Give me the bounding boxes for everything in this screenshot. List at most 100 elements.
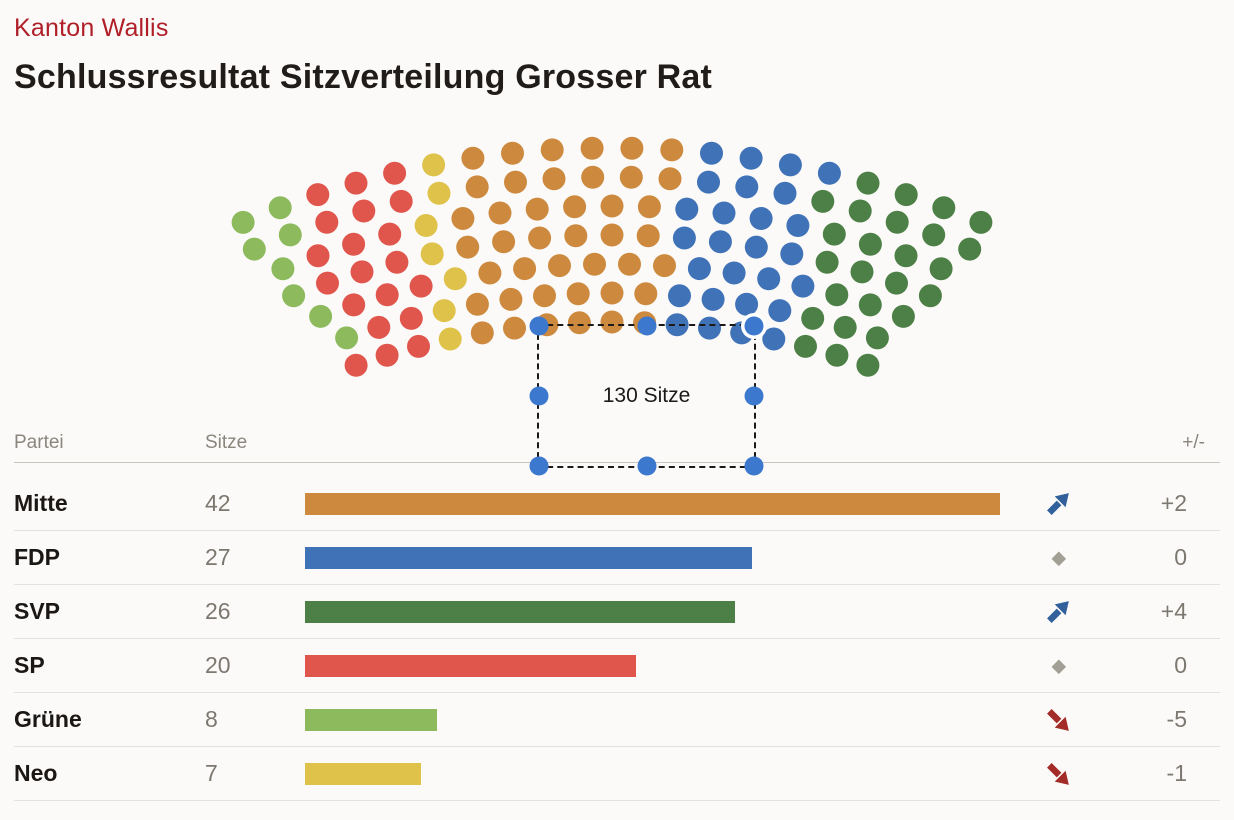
seat-dot[interactable] — [856, 171, 880, 195]
seat-dot[interactable] — [773, 181, 797, 205]
seat-dot[interactable] — [465, 175, 489, 199]
seat-dot[interactable] — [801, 306, 825, 330]
seat-dot[interactable] — [335, 326, 359, 350]
seat-dot[interactable] — [427, 181, 451, 205]
seat-dot[interactable] — [672, 226, 696, 250]
seat-dot[interactable] — [407, 334, 430, 358]
seat-dot[interactable] — [636, 224, 660, 248]
seat-dot[interactable] — [811, 189, 835, 213]
seat-dot[interactable] — [542, 167, 566, 191]
seat-dot[interactable] — [600, 310, 624, 334]
seat-dot[interactable] — [634, 282, 658, 306]
seat-dot[interactable] — [414, 214, 438, 237]
seat-dot[interactable] — [342, 232, 366, 256]
seat-dot[interactable] — [461, 146, 485, 170]
seat-dot[interactable] — [581, 165, 605, 189]
seat-dot[interactable] — [637, 195, 661, 219]
seat-dot[interactable] — [375, 283, 399, 307]
seat-dot[interactable] — [409, 274, 433, 298]
seat-dot[interactable] — [315, 210, 339, 234]
seat-dot[interactable] — [858, 293, 882, 317]
seat-dot[interactable] — [451, 207, 475, 230]
seat-dot[interactable] — [242, 237, 266, 261]
seat-dot[interactable] — [488, 201, 512, 225]
seat-dot[interactable] — [478, 261, 502, 285]
seat-dot[interactable] — [833, 315, 857, 339]
seat-dot[interactable] — [929, 257, 953, 281]
selection-handle-se[interactable] — [744, 456, 764, 476]
seat-dot[interactable] — [378, 222, 402, 246]
seat-dot[interactable] — [850, 260, 874, 284]
seat-dot[interactable] — [794, 334, 817, 358]
seat-dot[interactable] — [422, 153, 446, 177]
seat-dot[interactable] — [660, 138, 684, 162]
seat-dot[interactable] — [922, 223, 946, 247]
seat-dot[interactable] — [344, 171, 368, 195]
selection-handle-s[interactable] — [637, 456, 656, 476]
seat-dot[interactable] — [894, 244, 918, 268]
seat-dot[interactable] — [722, 261, 746, 285]
seat-dot[interactable] — [352, 199, 376, 223]
seat-dot[interactable] — [858, 232, 882, 256]
seat-dot[interactable] — [438, 327, 462, 351]
seat-dot[interactable] — [891, 304, 915, 328]
seat-dot[interactable] — [697, 170, 720, 194]
seat-dot[interactable] — [778, 153, 802, 177]
seat-dot[interactable] — [894, 183, 918, 207]
seat-dot[interactable] — [932, 196, 956, 220]
seat-dot[interactable] — [653, 254, 676, 278]
seat-dot[interactable] — [501, 141, 524, 165]
seat-dot[interactable] — [513, 257, 537, 281]
seat-dot[interactable] — [749, 207, 773, 230]
seat-dot[interactable] — [344, 353, 368, 377]
seat-dot[interactable] — [350, 260, 374, 284]
seat-dot[interactable] — [342, 293, 366, 317]
seat-dot[interactable] — [268, 196, 292, 220]
seat-dot[interactable] — [600, 223, 624, 247]
seat-dot[interactable] — [540, 138, 564, 162]
seat-dot[interactable] — [885, 210, 909, 234]
seat-dot[interactable] — [567, 311, 591, 335]
seat-dot[interactable] — [848, 199, 872, 223]
selection-handle-n[interactable] — [637, 316, 656, 336]
seat-dot[interactable] — [309, 304, 333, 328]
seat-dot[interactable] — [282, 284, 306, 308]
seat-dot[interactable] — [780, 242, 804, 266]
seat-dot[interactable] — [698, 316, 721, 340]
seat-dot[interactable] — [600, 194, 624, 218]
seat-dot[interactable] — [744, 235, 768, 259]
seat-dot[interactable] — [865, 326, 889, 350]
parliament-seat-chart[interactable] — [0, 0, 1234, 480]
seat-dot[interactable] — [528, 226, 552, 250]
seat-dot[interactable] — [306, 183, 330, 207]
seat-dot[interactable] — [399, 306, 423, 330]
seat-dot[interactable] — [271, 257, 295, 281]
seat-dot[interactable] — [918, 284, 942, 308]
seat-dot[interactable] — [762, 327, 786, 351]
seat-dot[interactable] — [687, 257, 711, 281]
seat-dot[interactable] — [420, 242, 444, 266]
seat-dot[interactable] — [316, 271, 339, 295]
seat-dot[interactable] — [712, 201, 736, 225]
seat-dot[interactable] — [525, 197, 549, 221]
selection-box[interactable]: 130 Sitze — [529, 316, 764, 476]
seat-dot[interactable] — [658, 167, 682, 191]
seat-dot[interactable] — [306, 244, 330, 268]
seat-dot[interactable] — [675, 197, 699, 221]
seat-dot[interactable] — [375, 343, 399, 367]
seat-dot[interactable] — [700, 141, 723, 165]
seat-dot[interactable] — [708, 230, 732, 254]
selection-handle-w[interactable] — [529, 386, 549, 406]
seat-dot[interactable] — [885, 271, 908, 295]
seat-dot[interactable] — [563, 195, 587, 219]
seat-dot[interactable] — [503, 316, 526, 340]
seat-dot[interactable] — [969, 210, 993, 234]
seat-dot[interactable] — [739, 146, 763, 170]
seat-dot[interactable] — [465, 292, 489, 316]
seat-dot[interactable] — [533, 284, 556, 308]
seat-dot[interactable] — [817, 161, 841, 185]
seat-dot[interactable] — [231, 210, 255, 234]
seat-dot[interactable] — [701, 287, 725, 311]
seat-dot[interactable] — [791, 274, 815, 298]
selection-handle-ne[interactable] — [744, 316, 764, 336]
